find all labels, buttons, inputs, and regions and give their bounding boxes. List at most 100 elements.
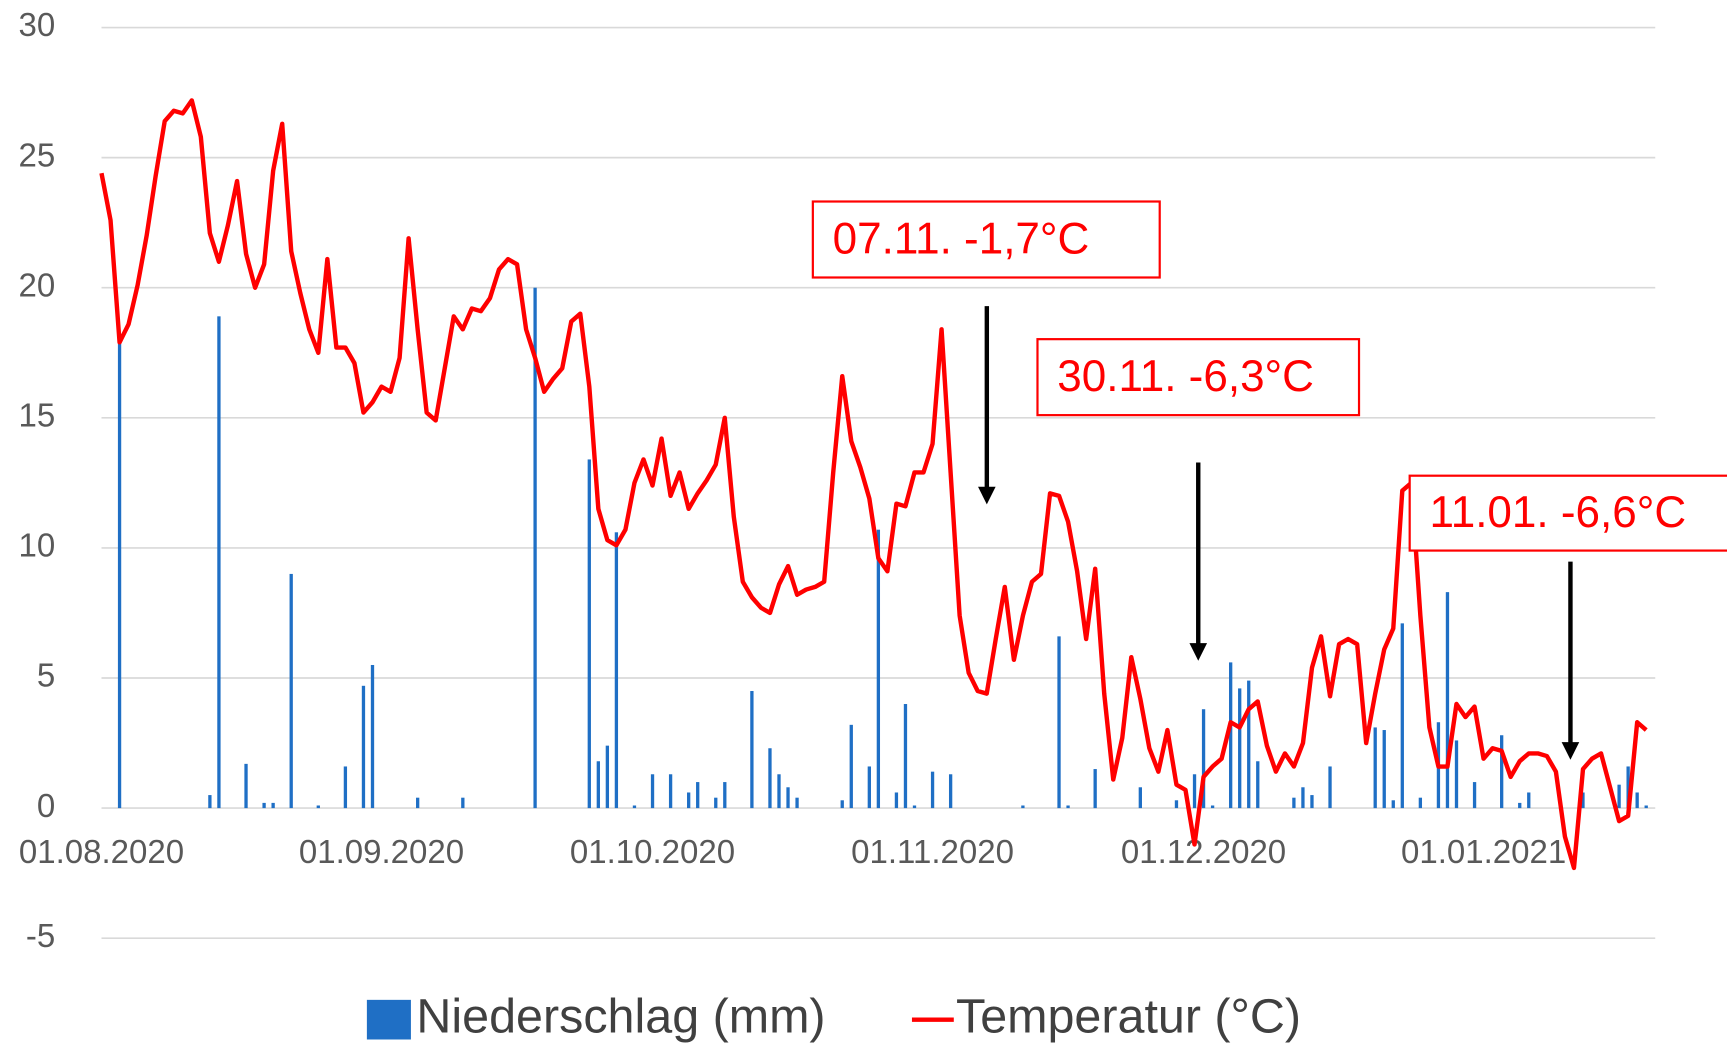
legend-label: Niederschlag (mm) xyxy=(416,989,825,1043)
precipitation-bar xyxy=(1454,740,1459,809)
precipitation-bar xyxy=(1644,805,1648,809)
precipitation-bar xyxy=(1247,680,1251,809)
precipitation-bar xyxy=(208,795,212,809)
precipitation-bar xyxy=(876,529,881,809)
precipitation-bar xyxy=(1373,727,1377,809)
precipitation-bar xyxy=(903,704,908,809)
precipitation-bar xyxy=(1472,782,1477,809)
precipitation-bar xyxy=(343,766,348,809)
precipitation-bar xyxy=(750,691,754,809)
precipitation-bar xyxy=(1328,766,1332,809)
precipitation-bar xyxy=(948,774,953,809)
precipitation-bar xyxy=(912,805,917,809)
precipitation-bar xyxy=(1617,784,1621,809)
precipitation-bar xyxy=(696,782,700,809)
legend-swatch xyxy=(366,999,411,1040)
precipitation-bar xyxy=(768,748,772,809)
arrow-head xyxy=(978,486,996,505)
precipitation-bar xyxy=(849,724,853,809)
legend-label: Temperatur (°C) xyxy=(956,989,1301,1043)
precipitation-bar xyxy=(1238,688,1242,809)
precipitation-bar xyxy=(1400,623,1404,809)
precipitation-bar xyxy=(605,745,610,809)
precipitation-bar xyxy=(1292,797,1296,809)
annotation-box xyxy=(811,200,1161,279)
precipitation-bar xyxy=(370,664,375,809)
precipitation-bar xyxy=(361,685,366,809)
precipitation-bar xyxy=(416,797,420,809)
precipitation-bar xyxy=(867,766,871,809)
precipitation-bar xyxy=(1021,805,1025,809)
precipitation-bar xyxy=(1391,800,1395,809)
precipitation-bar xyxy=(1174,800,1179,809)
annotation-text: 30.11. -6,3°C xyxy=(1057,352,1314,401)
precipitation-bar xyxy=(217,316,221,809)
precipitation-bar xyxy=(1382,730,1386,809)
precipitation-bar xyxy=(1256,761,1260,809)
precipitation-bar xyxy=(117,342,122,809)
x-tick-label: 01.08.2020 xyxy=(19,833,184,870)
temperature-line xyxy=(99,98,1648,871)
precipitation-bar xyxy=(316,805,320,809)
y-tick-label: -5 xyxy=(26,917,55,954)
precipitation-bar xyxy=(668,774,673,809)
precipitation-bar xyxy=(1138,787,1142,809)
precipitation-bar xyxy=(714,797,718,809)
precipitation-bar xyxy=(1301,787,1305,809)
x-tick-label: 01.09.2020 xyxy=(299,833,464,870)
precipitation-bar xyxy=(271,802,275,809)
precipitation-bar xyxy=(1418,797,1423,809)
precipitation-bar xyxy=(1310,795,1314,809)
precipitation-bar xyxy=(687,792,691,809)
precipitation-bar xyxy=(461,797,465,809)
x-tick-label: 01.01.2021 xyxy=(1401,833,1566,870)
annotation-text: 07.11. -1,7°C xyxy=(833,214,1090,263)
precipitation-bar xyxy=(1445,592,1450,809)
precipitation-bar xyxy=(777,774,781,809)
precipitation-bar xyxy=(1527,792,1531,809)
precipitation-bar xyxy=(650,774,655,809)
annotation-box xyxy=(1036,338,1361,417)
precipitation-bar xyxy=(262,802,266,809)
precipitation-bar xyxy=(614,532,619,809)
precipitation-bar xyxy=(1626,766,1630,809)
precipitation-bar xyxy=(1500,735,1504,809)
precipitation-bar xyxy=(795,797,799,809)
precipitation-bar xyxy=(840,800,844,809)
x-tick-label: 01.12.2020 xyxy=(1121,833,1286,870)
y-tick-label: 0 xyxy=(37,787,55,824)
y-tick-label: 15 xyxy=(19,397,56,434)
x-tick-label: 01.11.2020 xyxy=(851,833,1014,870)
precipitation-bar xyxy=(1635,792,1639,809)
precipitation-bar xyxy=(1093,769,1097,809)
precipitation-bar xyxy=(894,792,899,809)
precipitation-bar xyxy=(1210,805,1215,809)
precipitation-bar xyxy=(1192,774,1197,809)
precipitation-bar xyxy=(786,787,790,809)
y-tick-label: 30 xyxy=(19,6,56,43)
precipitation-bar xyxy=(1066,805,1070,809)
precipitation-bar xyxy=(930,771,935,809)
arrow-head xyxy=(1561,742,1580,760)
precipitation-bar xyxy=(1581,792,1585,809)
precipitation-bar xyxy=(632,805,637,809)
precipitation-bar xyxy=(723,782,727,809)
x-tick-label: 01.10.2020 xyxy=(570,833,735,870)
precipitation-bar xyxy=(1229,662,1233,809)
precipitation-bar xyxy=(1201,709,1206,809)
y-tick-label: 20 xyxy=(19,266,56,303)
precipitation-bar xyxy=(244,763,248,809)
precipitation-bar xyxy=(1518,802,1522,809)
precipitation-bar xyxy=(587,459,591,809)
precipitation-bar xyxy=(289,573,293,809)
precipitation-bar xyxy=(596,761,600,809)
precipitation-bar xyxy=(1057,636,1061,809)
y-tick-label: 5 xyxy=(37,657,55,694)
annotation-text: 11.01. -6,6°C xyxy=(1429,488,1686,537)
y-tick-label: 25 xyxy=(19,136,56,173)
y-tick-label: 10 xyxy=(19,527,56,564)
precipitation-bar xyxy=(533,287,537,809)
annotation-box xyxy=(1408,474,1727,552)
